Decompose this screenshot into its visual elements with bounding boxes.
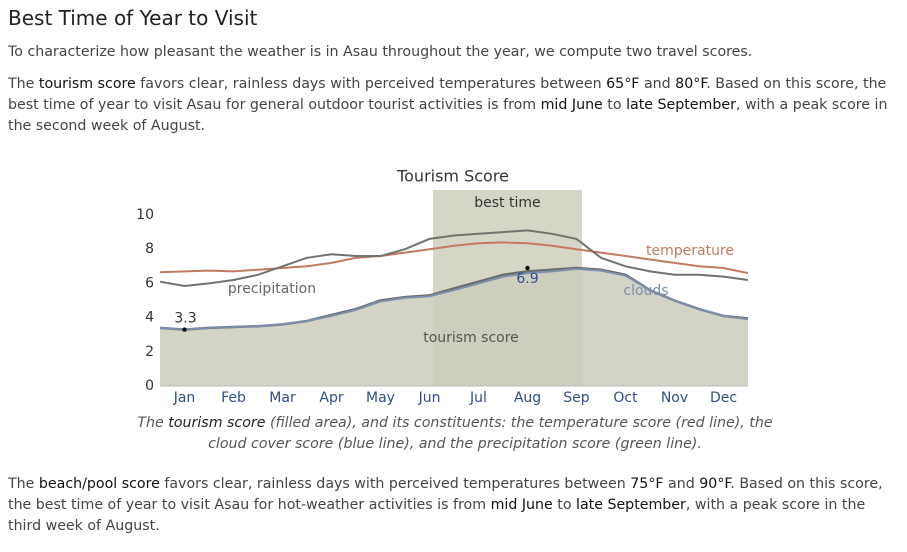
chart: Tourism Score best time 0 2 4 6 8 10 Jan Feb Mar A… (136, 167, 749, 406)
series-label: temperature (646, 243, 734, 259)
emphasis: late September (576, 497, 686, 513)
x-tick-label: Nov (661, 390, 688, 406)
paragraph: The beach/pool score favors clear, rainl… (8, 474, 898, 537)
annotation-label: 3.3 (174, 311, 196, 327)
line (159, 267, 749, 331)
y-tick-label: 2 (145, 344, 154, 360)
series-label: precipitation (228, 281, 316, 297)
text-run: and (639, 76, 676, 92)
series-label: tourism score (423, 330, 519, 346)
x-tick-label: Apr (319, 390, 343, 406)
emphasis: mid June (540, 97, 603, 113)
y-tick-label: 0 (145, 378, 154, 394)
text-run: To characterize how pleasant the weather… (8, 44, 753, 60)
text-run: to (602, 97, 627, 113)
emphasis: beach/pool score (38, 476, 160, 492)
x-tick-label: Jun (418, 390, 441, 406)
x-tick-label: Aug (514, 390, 541, 406)
x-tick-label: Dec (710, 390, 737, 406)
area (160, 268, 748, 386)
x-tick-label: Feb (221, 390, 246, 406)
emphasis: tourism score (168, 415, 266, 431)
text-run: , with a peak score in the second week o… (8, 97, 888, 134)
series-label: clouds (623, 283, 668, 299)
x-tick-label: Oct (613, 390, 638, 406)
emphasis: 75°F (630, 476, 664, 492)
text-run: and (663, 476, 700, 492)
x-tick-label: Sep (563, 390, 590, 406)
annotation-label: 6.9 (516, 271, 538, 287)
y-tick-label: 8 (145, 241, 154, 257)
emphasis: mid June (490, 497, 553, 513)
text-run: The (137, 415, 169, 431)
text-run: favors clear, rainless days with perceiv… (135, 76, 607, 92)
best-time-label: best time (474, 195, 540, 211)
y-tick-label: 6 (145, 275, 154, 291)
chart-title: Tourism Score (396, 167, 509, 186)
emphasis: 65°F (606, 76, 640, 92)
emphasis: 90°F (699, 476, 731, 492)
x-tick-label: Jan (173, 390, 196, 406)
y-tick-label: 10 (136, 207, 154, 223)
text-run: . Based on this score, the best time of … (8, 76, 887, 113)
paragraph: To characterize how pleasant the weather… (8, 42, 898, 63)
line (159, 229, 749, 288)
x-tick-label: Mar (269, 390, 296, 406)
text-run: , with a peak score in the third week of… (8, 497, 866, 534)
x-tick-label: Jul (469, 390, 487, 406)
x-tick-label: May (366, 390, 395, 406)
emphasis: late September (626, 97, 736, 113)
text-run: . Based on this score, the best time of … (8, 476, 883, 513)
text-run: The (8, 476, 39, 492)
paragraph: The tourism score favors clear, rainless… (8, 74, 898, 137)
y-tick-label: 4 (145, 310, 154, 326)
annotation-dot (525, 265, 530, 271)
text-run: to (552, 497, 577, 513)
line (159, 241, 749, 275)
annotation-dot (182, 327, 187, 332)
text-run: (filled area), and its constituents: the… (208, 415, 773, 452)
emphasis: 80°F (675, 76, 707, 92)
text-run: The (8, 76, 39, 92)
heading: Best Time of Year to Visit (8, 6, 258, 30)
caption: The tourism score (filled area), and its… (130, 413, 780, 455)
text-run: favors clear, rainless days with perceiv… (159, 476, 631, 492)
emphasis: tourism score (38, 76, 136, 92)
